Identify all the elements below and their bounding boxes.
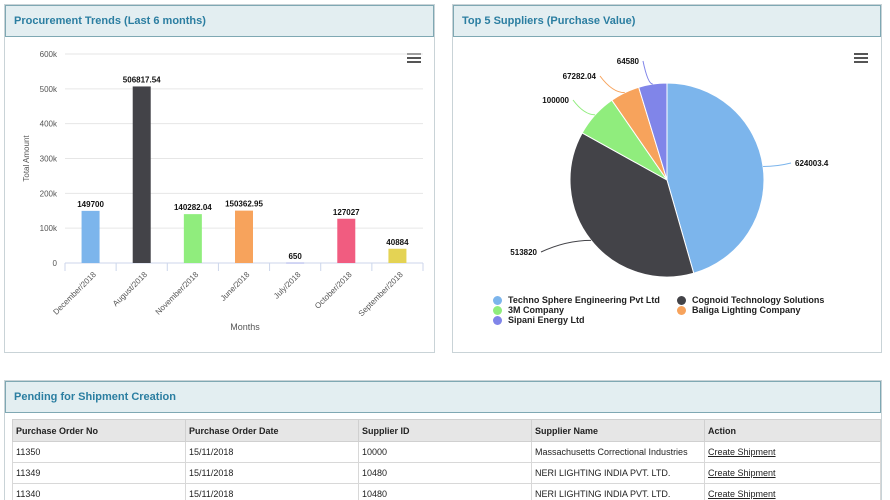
table-header-row: Purchase Order No Purchase Order Date Su… <box>12 419 881 442</box>
supplier-id-cell: 10480 <box>358 483 532 500</box>
legend-marker <box>677 295 686 305</box>
data-label: 506817.54 <box>123 75 161 84</box>
legend-item[interactable]: Sipani Energy Ltd <box>493 315 585 325</box>
y-tick-label: 100k <box>40 224 58 233</box>
connector-line <box>540 239 592 253</box>
supplier-id-cell: 10480 <box>358 462 532 484</box>
x-tick-label: November/2018 <box>154 270 201 317</box>
supplier-name-cell: NERI LIGHTING INDIA PVT. LTD. <box>531 483 705 500</box>
panel-title: Procurement Trends (Last 6 months) <box>14 15 206 27</box>
connector-line <box>572 99 596 116</box>
legend-marker <box>677 305 686 315</box>
y-tick-label: 600k <box>40 50 58 59</box>
data-label: 513820 <box>510 248 537 257</box>
x-tick-label: August/2018 <box>111 270 150 309</box>
column-header: Purchase Order Date <box>185 419 359 442</box>
legend-label: Sipani Energy Ltd <box>508 315 585 325</box>
legend-label: Techno Sphere Engineering Pvt Ltd <box>508 295 660 305</box>
pending-shipment-panel: Pending for Shipment Creation Purchase O… <box>4 380 882 500</box>
legend-marker <box>493 315 502 325</box>
bar <box>235 210 253 263</box>
legend-item[interactable]: 3M Company <box>493 305 564 315</box>
data-label: 650 <box>288 252 302 261</box>
y-tick-label: 200k <box>40 189 58 198</box>
hamburger-menu-icon[interactable] <box>854 53 868 65</box>
y-tick-label: 0 <box>53 259 58 268</box>
legend-label: 3M Company <box>508 305 565 315</box>
action-cell: Create Shipment <box>704 483 881 500</box>
panel-header: Top 5 Suppliers (Purchase Value) <box>453 5 881 37</box>
legend-label: Cognoid Technology Solutions <box>692 295 825 305</box>
bar <box>132 86 151 263</box>
column-header: Purchase Order No <box>12 419 186 442</box>
create-shipment-link[interactable]: Create Shipment <box>708 468 776 478</box>
data-label: 100000 <box>542 96 569 105</box>
po-date-cell: 15/11/2018 <box>185 441 359 463</box>
x-tick-label: July/2018 <box>272 270 303 301</box>
table-row: 11340 15/11/2018 10480 NERI LIGHTING IND… <box>12 483 881 500</box>
po-number-cell: 11349 <box>12 462 186 484</box>
x-tick-label: June/2018 <box>219 270 252 303</box>
legend-label: Baliga Lighting Company <box>692 305 801 315</box>
pending-shipment-table: Purchase Order No Purchase Order Date Su… <box>12 419 881 500</box>
bar <box>183 214 202 263</box>
data-label: 127027 <box>333 208 360 217</box>
panel-title: Top 5 Suppliers (Purchase Value) <box>462 15 636 27</box>
supplier-name-cell: Massachusetts Correctional Industries <box>531 441 705 463</box>
pie-chart: 624003.4 513820 100000 67282.04 64580 <box>510 57 829 278</box>
legend-item[interactable]: Techno Sphere Engineering Pvt Ltd <box>493 295 660 305</box>
y-tick-label: 300k <box>40 155 58 164</box>
panel-header: Pending for Shipment Creation <box>5 381 881 413</box>
table-row: 11349 15/11/2018 10480 NERI LIGHTING IND… <box>12 462 881 484</box>
procurement-trends-panel: Procurement Trends (Last 6 months) 0 100k… <box>4 4 435 353</box>
bar-chart: 0 100k 200k 300k 400k 500k 600k 149700 December/… <box>22 50 424 332</box>
po-number-cell: 11350 <box>12 441 186 463</box>
bar <box>388 248 407 263</box>
data-label: 64580 <box>617 57 640 66</box>
panel-header: Procurement Trends (Last 6 months) <box>5 5 434 37</box>
column-header: Action <box>704 419 881 442</box>
action-cell: Create Shipment <box>704 441 881 463</box>
x-tick-label: September/2018 <box>357 270 406 319</box>
data-label: 150362.95 <box>225 200 263 209</box>
data-label: 67282.04 <box>563 72 597 81</box>
po-number-cell: 11340 <box>12 483 186 500</box>
column-header: Supplier Name <box>531 419 705 442</box>
y-axis-title: Total Amount <box>22 135 31 182</box>
create-shipment-link[interactable]: Create Shipment <box>708 447 776 457</box>
legend-marker <box>493 295 502 305</box>
data-label: 40884 <box>386 238 409 247</box>
legend-item[interactable]: Baliga Lighting Company <box>677 305 801 315</box>
po-date-cell: 15/11/2018 <box>185 462 359 484</box>
y-tick-label: 400k <box>40 120 58 129</box>
bar <box>337 218 356 263</box>
connector-line <box>642 60 653 85</box>
table-row: 11350 15/11/2018 10000 Massachusetts Cor… <box>12 441 881 463</box>
supplier-id-cell: 10000 <box>358 441 532 463</box>
po-date-cell: 15/11/2018 <box>185 483 359 500</box>
data-label: 624003.4 <box>795 159 829 168</box>
bar <box>81 210 100 263</box>
top-suppliers-panel: Top 5 Suppliers (Purchase Value) 624003.… <box>452 4 882 353</box>
connector-line <box>763 162 792 168</box>
create-shipment-link[interactable]: Create Shipment <box>708 489 776 499</box>
x-axis-title: Months <box>230 322 260 332</box>
legend-item[interactable]: Cognoid Technology Solutions <box>677 295 824 305</box>
x-tick-label: October/2018 <box>313 270 354 311</box>
connector-line <box>599 75 625 94</box>
supplier-name-cell: NERI LIGHTING INDIA PVT. LTD. <box>531 462 705 484</box>
data-label: 149700 <box>77 200 104 209</box>
y-tick-label: 500k <box>40 85 58 94</box>
bar <box>286 262 305 264</box>
legend-marker <box>493 305 502 315</box>
column-header: Supplier ID <box>358 419 532 442</box>
x-tick-label: December/2018 <box>51 270 98 317</box>
action-cell: Create Shipment <box>704 462 881 484</box>
data-label: 140282.04 <box>174 203 212 212</box>
panel-title: Pending for Shipment Creation <box>14 391 176 403</box>
